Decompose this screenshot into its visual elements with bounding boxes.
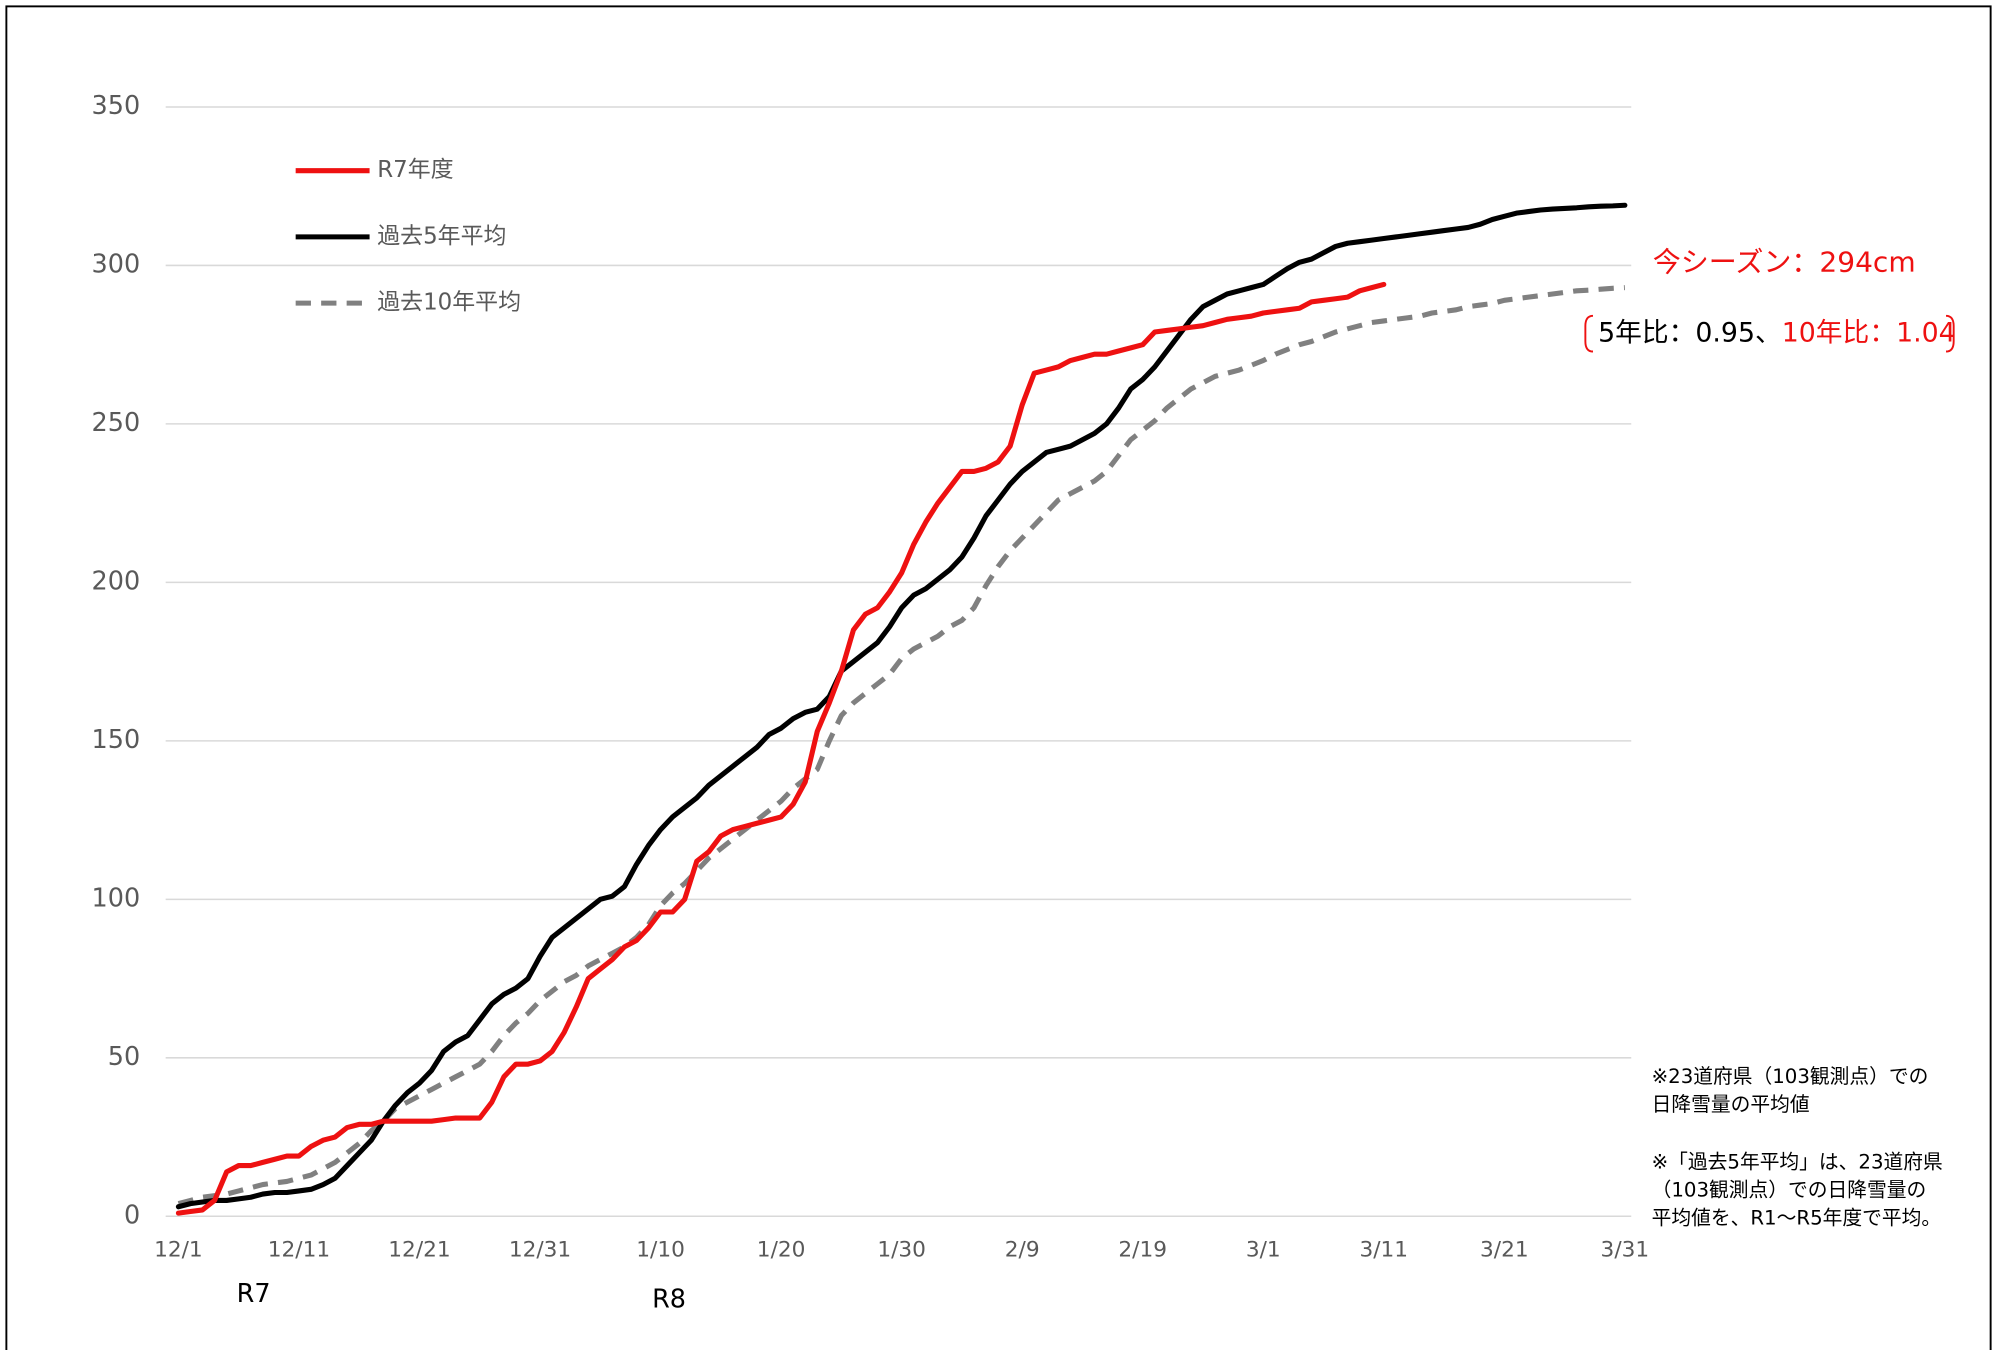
y-tick-label: 50 — [108, 1042, 140, 1072]
bracket-left — [1584, 314, 1594, 353]
series-line — [177, 285, 1626, 1207]
x-tick-label: 3/11 — [1359, 1238, 1408, 1263]
frame — [5, 5, 1992, 1350]
x-tick-label: 12/1 — [154, 1238, 203, 1263]
y-tick-label: 200 — [92, 566, 141, 596]
y-tick-label: 0 — [124, 1200, 140, 1230]
x-tick-label: 2/19 — [1118, 1238, 1167, 1263]
x-tick-label: 1/30 — [877, 1238, 926, 1263]
era-label: R8 — [652, 1284, 686, 1314]
note: ※23道府県（103観測点）での — [1652, 1065, 1929, 1088]
ratio-10yr: 10年比：1.04 — [1782, 317, 1956, 348]
note: 平均値を、R1～R5年度で平均。 — [1652, 1206, 1941, 1229]
x-tick-label: 12/31 — [509, 1238, 571, 1263]
legend-label: R7年度 — [377, 157, 453, 183]
y-tick-label: 300 — [92, 249, 141, 279]
legend-label: 過去5年平均 — [377, 223, 506, 249]
season-total: 今シーズン：294cm — [1653, 246, 1916, 279]
series-line — [175, 281, 1387, 1216]
x-tick-label: 1/10 — [636, 1238, 685, 1263]
x-tick-label: 12/21 — [388, 1238, 450, 1263]
y-tick-label: 250 — [92, 408, 141, 438]
x-tick-label: 2/9 — [1005, 1238, 1040, 1263]
legend-label: 過去10年平均 — [377, 290, 521, 316]
ratio-text: 5年比：0.95、10年比：1.04 — [1598, 317, 1956, 348]
series-line — [175, 202, 1628, 1210]
x-tick-label: 3/31 — [1601, 1238, 1650, 1263]
y-tick-label: 150 — [92, 725, 141, 755]
x-tick-label: 3/1 — [1246, 1238, 1281, 1263]
era-label: R7 — [237, 1279, 271, 1309]
x-tick-label: 3/21 — [1480, 1238, 1529, 1263]
x-tick-label: 12/11 — [268, 1238, 330, 1263]
ratio-5yr: 5年比：0.95、 — [1598, 317, 1782, 348]
y-tick-label: 100 — [92, 883, 141, 913]
note: ※「過去5年平均」は、23道府県 — [1652, 1150, 1943, 1173]
y-tick-label: 350 — [92, 91, 141, 121]
note: （103観測点）での日降雪量の — [1652, 1178, 1927, 1201]
note: 日降雪量の平均値 — [1652, 1093, 1810, 1116]
bracket-right — [1945, 314, 1955, 353]
x-tick-label: 1/20 — [757, 1238, 806, 1263]
